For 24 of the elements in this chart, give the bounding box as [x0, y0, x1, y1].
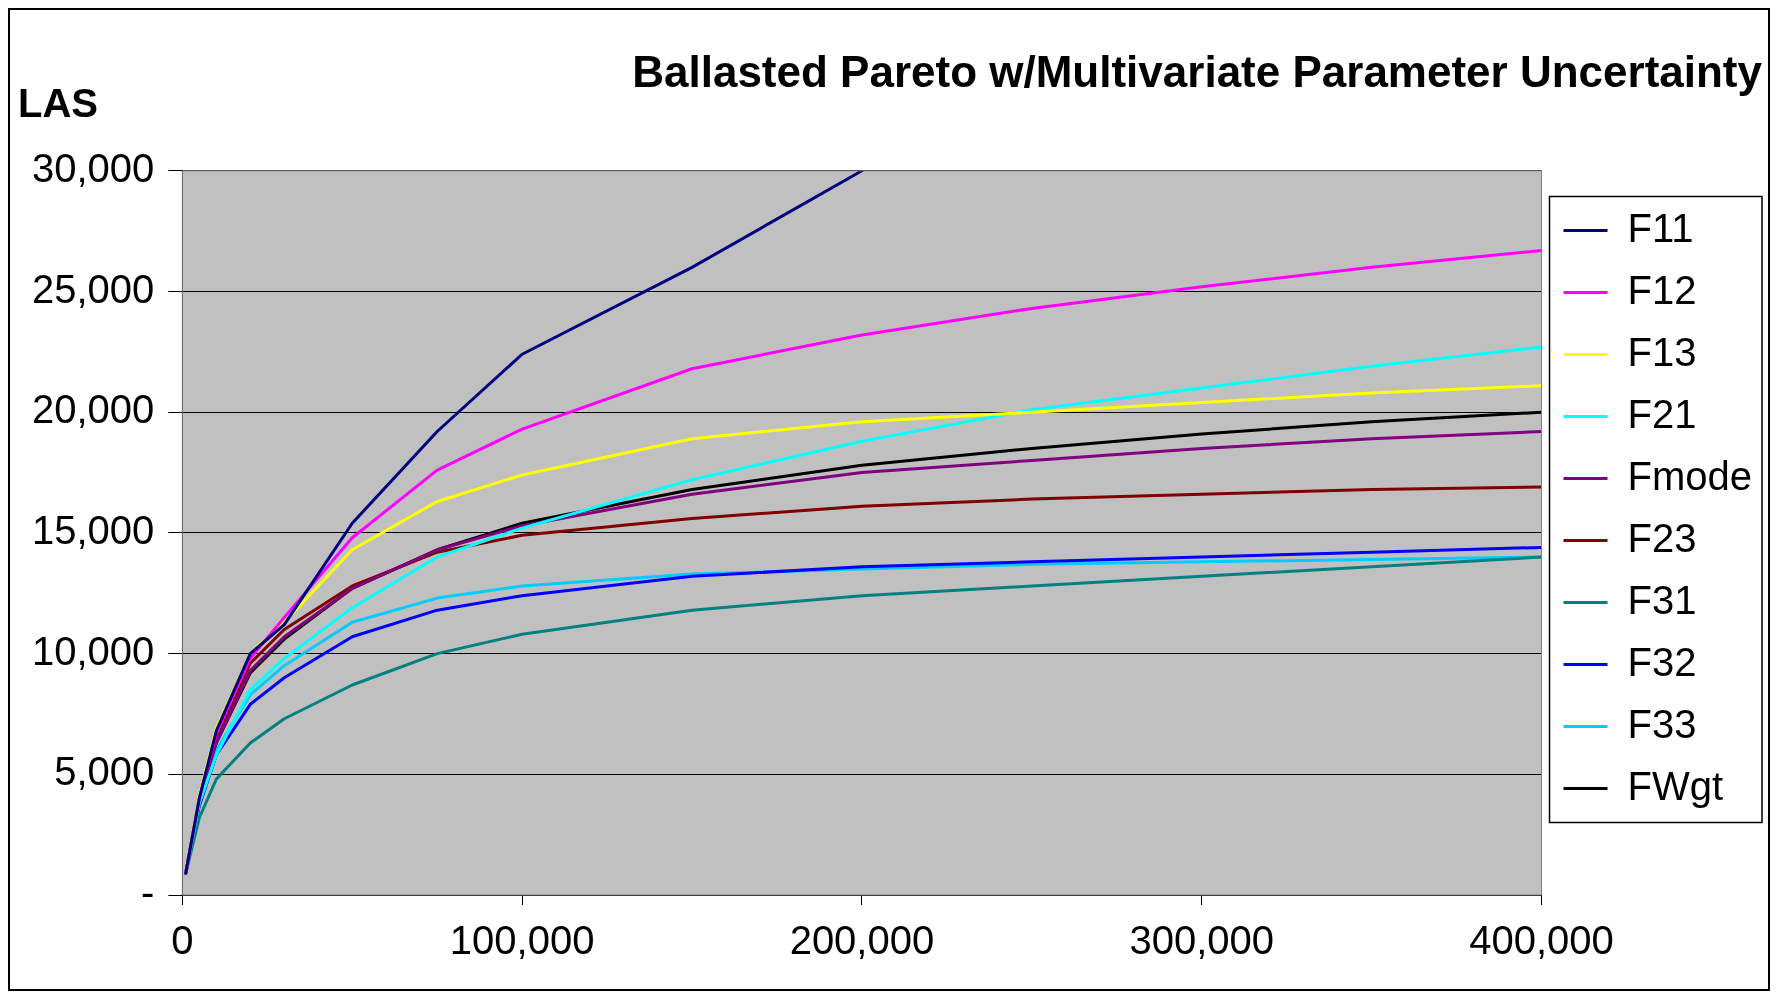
legend-label: F32 — [1627, 639, 1697, 684]
y-tick-label: - — [141, 870, 155, 915]
x-tick-label: 400,000 — [1469, 918, 1614, 963]
chart-title: Ballasted Pareto w/Multivariate Parameter Uncertainty — [632, 46, 1763, 96]
x-tick-label: 200,000 — [789, 918, 935, 963]
legend-label: F23 — [1627, 515, 1697, 560]
x-tick-label: 0 — [171, 918, 194, 963]
y-tick-label: 5,000 — [54, 749, 155, 794]
y-tick-label: 20,000 — [32, 387, 155, 432]
legend-label: FWgt — [1627, 763, 1724, 808]
y-tick-label: 30,000 — [32, 145, 155, 190]
legend-label: F13 — [1627, 329, 1697, 374]
legend-label: F31 — [1627, 577, 1697, 622]
y-tick-label: 15,000 — [32, 507, 155, 552]
legend-label: F12 — [1627, 267, 1697, 312]
x-tick-label: 100,000 — [449, 918, 595, 963]
x-tick-label: 300,000 — [1129, 918, 1275, 963]
y-axis-title: LAS — [18, 81, 98, 126]
legend-label: F11 — [1627, 205, 1694, 250]
y-tick-label: 10,000 — [32, 628, 155, 673]
legend-label: F33 — [1627, 701, 1697, 746]
legend-label: F21 — [1627, 391, 1697, 436]
y-tick-label: 25,000 — [32, 266, 155, 311]
legend-label: Fmode — [1627, 453, 1753, 498]
